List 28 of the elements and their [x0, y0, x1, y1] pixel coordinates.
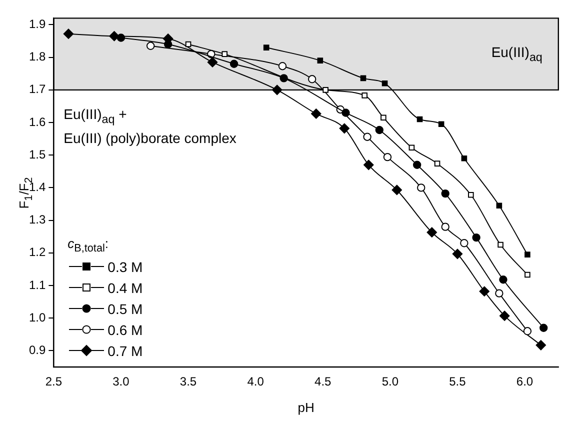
x-tick-label: 3.0 [112, 374, 130, 389]
x-tick-label: 6.0 [516, 374, 534, 389]
x-axis-title: pH [298, 400, 314, 415]
y-tick-label: 1.8 [28, 50, 46, 64]
band-label: Eu(III)$_{aq}$ [491, 44, 542, 64]
y-tick-label: 0.9 [28, 343, 46, 358]
legend-label: 0.4 M [108, 280, 143, 296]
y-tick-label: 1.2 [28, 245, 46, 260]
y-tick-label: 1.6 [28, 114, 46, 129]
x-tick-label: 5.0 [382, 374, 399, 389]
x-tick-label: 2.5 [45, 374, 62, 389]
y-tick-label: 1.1 [28, 278, 46, 292]
y-tick-label: 1.3 [28, 212, 46, 227]
legend-label: 0.7 M [108, 342, 143, 358]
x-tick-label: 5.5 [449, 374, 466, 389]
legend-title: c$_{B,total}$: [68, 236, 110, 255]
legend-label: 0.6 M [108, 322, 143, 338]
y-tick-label: 1.7 [28, 82, 46, 96]
legend-label: 0.3 M [108, 258, 143, 274]
x-tick-label: 3.5 [180, 374, 197, 389]
annotation: Eu(III)$_{aq}$ + [64, 106, 127, 126]
y-tick-label: 1.5 [28, 147, 46, 162]
legend-label: 0.5 M [108, 300, 143, 316]
annotation: Eu(III) (poly)borate complex [64, 130, 236, 146]
x-tick-label: 4.0 [247, 374, 264, 389]
y-tick-label: 1.0 [28, 310, 46, 324]
y-tick-label: 1.9 [28, 17, 46, 32]
x-tick-label: 4.5 [314, 374, 332, 389]
